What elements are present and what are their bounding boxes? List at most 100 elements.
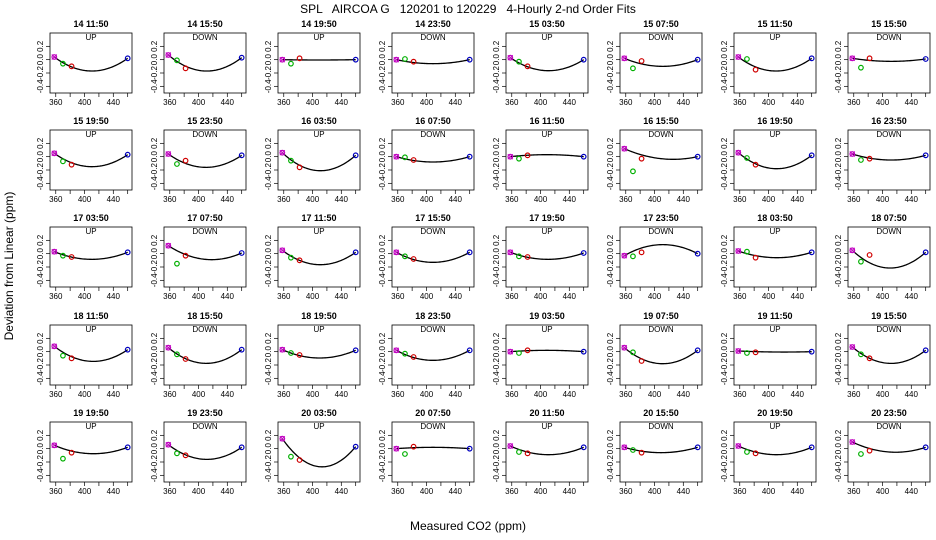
x-tick-label: 440 bbox=[563, 487, 577, 496]
y-tick-label: 0.0 bbox=[378, 54, 387, 66]
data-point bbox=[296, 55, 303, 62]
panel-title: 20 11:50 bbox=[529, 408, 564, 418]
y-tick-label: 0.0 bbox=[492, 248, 501, 260]
data-point bbox=[60, 455, 66, 462]
data-point bbox=[279, 247, 286, 254]
x-tick-label: 360 bbox=[391, 390, 405, 399]
panel-direction-label: DOWN bbox=[876, 422, 902, 431]
panel-title: 19 15:50 bbox=[871, 311, 907, 321]
data-point bbox=[288, 254, 294, 261]
x-tick-label: 400 bbox=[534, 390, 548, 399]
x-tick-label: 400 bbox=[762, 292, 776, 301]
x-tick-label: 400 bbox=[762, 195, 776, 204]
fit-curve bbox=[851, 346, 927, 365]
panel: 19 11:50 UP 0.2 0.0-0.2-0.4 360 400 440 bbox=[720, 311, 817, 399]
data-point bbox=[238, 444, 245, 451]
x-tick-label: 400 bbox=[876, 98, 890, 107]
data-point bbox=[694, 250, 701, 257]
x-tick-label: 400 bbox=[306, 195, 320, 204]
chart-title: SPL AIRCOA G 120201 to 120229 4-Hourly 2… bbox=[300, 2, 636, 16]
y-tick-label: 0.0 bbox=[492, 443, 501, 455]
data-point bbox=[744, 449, 750, 455]
data-point bbox=[352, 347, 359, 354]
x-tick-label: 360 bbox=[619, 390, 633, 399]
y-tick-label: -0.2 bbox=[36, 455, 45, 469]
panel-direction-label: DOWN bbox=[420, 422, 446, 431]
data-point bbox=[744, 56, 750, 62]
x-tick-label: 440 bbox=[449, 98, 463, 107]
data-point bbox=[68, 63, 75, 70]
fit-curve bbox=[281, 152, 357, 172]
x-tick-label: 400 bbox=[762, 487, 776, 496]
panel-direction-label: UP bbox=[313, 422, 324, 431]
y-tick-label: -0.4 bbox=[378, 468, 387, 482]
y-tick-label: 0.2 bbox=[606, 137, 615, 149]
panel: 14 11:50 UP 0.2 0.0-0.2-0.4 360 400 440 bbox=[36, 19, 133, 107]
x-tick-label: 440 bbox=[221, 487, 235, 496]
fit-curve bbox=[623, 347, 699, 365]
panel-frame bbox=[163, 129, 247, 191]
x-tick-label: 360 bbox=[277, 487, 291, 496]
data-point bbox=[124, 444, 131, 451]
panel-title: 19 11:50 bbox=[757, 311, 792, 321]
data-point bbox=[638, 449, 645, 456]
data-point-cross bbox=[849, 439, 856, 445]
data-point-cross bbox=[621, 344, 628, 351]
data-point bbox=[849, 344, 856, 350]
y-tick-label: 0.2 bbox=[834, 137, 843, 149]
y-tick-label: 0.2 bbox=[264, 234, 273, 246]
y-tick-label: -0.2 bbox=[834, 260, 843, 274]
fit-curve bbox=[624, 148, 698, 160]
data-point bbox=[296, 457, 303, 463]
data-point bbox=[393, 445, 400, 452]
data-point bbox=[165, 344, 172, 351]
y-tick-label: -0.2 bbox=[378, 260, 387, 274]
y-tick-label: -0.2 bbox=[606, 163, 615, 177]
y-tick-label: -0.2 bbox=[264, 260, 273, 274]
data-point bbox=[507, 348, 514, 355]
panel: 16 15:50 DOWN 0.2 0.0-0.2-0.4 360 400 440 bbox=[606, 116, 703, 204]
y-tick-label: -0.4 bbox=[378, 79, 387, 93]
data-point-cross bbox=[165, 441, 172, 448]
x-tick-label: 400 bbox=[306, 292, 320, 301]
panel-title: 17 19:50 bbox=[529, 213, 565, 223]
data-point bbox=[922, 444, 929, 451]
data-point bbox=[182, 452, 189, 459]
y-tick-label: 0.0 bbox=[378, 346, 387, 358]
data-point-cross bbox=[735, 248, 742, 254]
data-point-cross bbox=[393, 445, 400, 452]
data-point-cross bbox=[393, 56, 400, 63]
fit-curve bbox=[167, 444, 243, 461]
y-tick-label: 0.2 bbox=[378, 137, 387, 149]
data-point bbox=[402, 350, 408, 357]
y-tick-label: -0.2 bbox=[492, 260, 501, 274]
fit-curve bbox=[167, 347, 243, 365]
data-point bbox=[849, 55, 856, 62]
panel: 16 23:50 DOWN 0.2 0.0-0.2-0.4 360 400 440 bbox=[834, 116, 931, 204]
x-tick-label: 360 bbox=[163, 98, 177, 107]
y-tick-label: 0.2 bbox=[834, 429, 843, 441]
data-point bbox=[638, 155, 645, 162]
panel-frame bbox=[391, 324, 475, 386]
panel-frame bbox=[733, 226, 817, 288]
data-point-cross bbox=[279, 435, 286, 442]
x-tick-label: 440 bbox=[791, 487, 805, 496]
fit-curve bbox=[851, 249, 927, 269]
x-tick-label: 400 bbox=[876, 390, 890, 399]
panel-title: 14 15:50 bbox=[187, 19, 223, 29]
y-tick-label: 0.2 bbox=[720, 137, 729, 149]
panel-frame bbox=[847, 226, 931, 288]
x-tick-label: 360 bbox=[733, 195, 747, 204]
x-tick-label: 360 bbox=[49, 487, 63, 496]
y-tick-label: -0.2 bbox=[720, 66, 729, 80]
data-point bbox=[630, 65, 636, 72]
panel-direction-label: DOWN bbox=[876, 130, 902, 139]
data-point-cross bbox=[849, 344, 856, 350]
data-point-cross bbox=[507, 249, 514, 256]
panel-title: 16 23:50 bbox=[871, 116, 907, 126]
y-tick-label: -0.2 bbox=[150, 260, 159, 274]
panel: 17 23:50 DOWN 0.2 0.0-0.2-0.4 360 400 440 bbox=[606, 213, 703, 301]
y-tick-label: 0.0 bbox=[606, 443, 615, 455]
data-point-cross bbox=[849, 151, 856, 157]
y-tick-label: 0.0 bbox=[720, 248, 729, 260]
